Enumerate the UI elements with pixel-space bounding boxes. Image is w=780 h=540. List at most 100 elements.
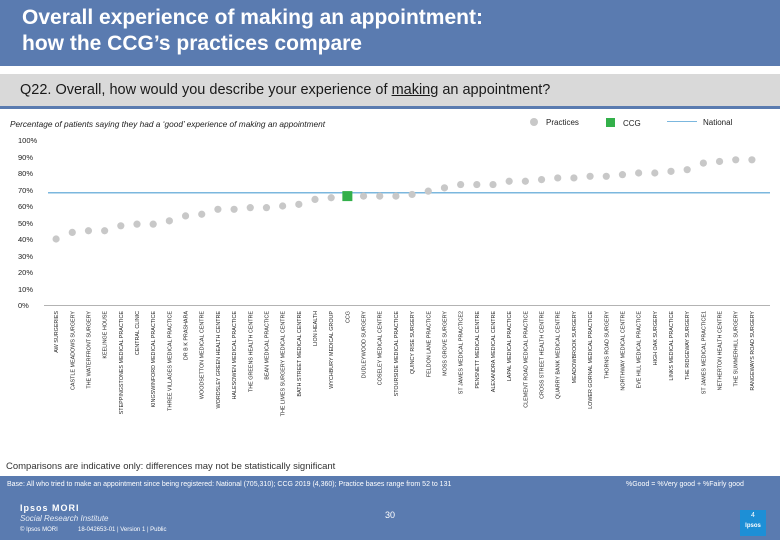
practice-point	[715, 157, 724, 166]
ccg-point	[342, 191, 353, 202]
legend-ccg-marker	[606, 118, 615, 127]
practice-point	[651, 169, 659, 177]
practice-point	[214, 205, 222, 213]
y-tick-label: 80%	[18, 169, 34, 178]
practice-point	[230, 205, 238, 213]
practice-point	[262, 204, 271, 212]
practice-point	[732, 156, 740, 164]
x-category-label: WYCHBURY MEDICAL GROUP	[329, 311, 335, 389]
legend-ccg-label: CCG	[623, 119, 641, 128]
x-category-label: PENSNETT MEDICAL CENTRE	[475, 311, 481, 389]
practice-point	[602, 172, 610, 180]
practice-point	[408, 190, 416, 199]
x-category-label: THE RIDGEWAY SURGERY	[685, 311, 691, 380]
ipsos-badge-word: Ipsos	[745, 523, 761, 529]
x-category-label: NETHERTON HEALTH CENTRE	[718, 311, 724, 391]
practice-point	[133, 220, 141, 228]
practice-point	[618, 171, 627, 179]
slide-title-line-1: Overall experience of making an appointm…	[22, 6, 483, 29]
footer: Ipsos MORI Social Research Institute © I…	[0, 496, 780, 540]
practice-point	[489, 180, 497, 189]
x-category-label: RANGEWAYS ROAD SURGERY	[750, 311, 756, 391]
x-category-label: STOURSIDE MEDICAL PRACTICE	[394, 311, 400, 397]
x-category-label: QUINCY RISE SURGERY	[410, 311, 416, 374]
ipsos-logo-badge: 4 Ipsos	[740, 510, 766, 536]
x-category-label: THE LIMES SURGERY MEDICAL CENTRE	[281, 311, 287, 417]
footnote: Comparisons are indicative only: differe…	[6, 461, 336, 472]
practice-point	[52, 235, 60, 243]
practice-point	[68, 228, 76, 236]
question-emphasis: making	[391, 82, 439, 98]
x-category-label: CLEMENT ROAD MEDICAL PRACTICE	[523, 311, 529, 408]
y-tick-label: 100%	[18, 136, 38, 145]
chart-plot: AW SURGERIES CASTLE MEADOWS SURGERY THE WA…	[44, 156, 770, 417]
y-tick-label: 20%	[18, 268, 34, 277]
practice-point	[181, 212, 190, 220]
x-category-label: THORNS ROAD SURGERY	[604, 311, 610, 379]
practice-point	[376, 192, 384, 200]
legend-practices-marker	[530, 118, 538, 126]
y-tick-label: 60%	[18, 202, 34, 211]
practice-point	[149, 220, 157, 228]
question-bar: Q22. Overall, how would you describe you…	[0, 74, 780, 109]
x-category-label: KINGSWINFORD MEDICAL PRACTICE	[151, 311, 157, 408]
practice-point	[505, 177, 513, 185]
practice-point	[295, 200, 303, 208]
practice-point	[246, 204, 254, 212]
x-category-label: THE SUMMERHILL SURGERY	[734, 311, 740, 387]
x-category-label: ST JAMES MEDICAL PRACTICE2	[459, 311, 465, 394]
question-text: Q22. Overall, how would you describe you…	[20, 82, 550, 98]
base-bar: Base: All who tried to make an appointme…	[0, 476, 780, 496]
practice-point	[279, 202, 287, 210]
job-reference: 18-042653-01 | Version 1 | Public	[78, 527, 167, 533]
x-category-label: KEELINGE HOUSE	[103, 311, 109, 359]
x-category-label: LION HEALTH	[313, 311, 319, 346]
practice-point	[683, 166, 691, 174]
logo-subtitle: Social Research Institute	[20, 514, 109, 523]
y-tick-label: 30%	[18, 252, 34, 261]
practice-point	[311, 195, 319, 203]
y-tick-label: 90%	[18, 153, 34, 162]
x-category-label: THE GREENS HEALTH CENTRE	[248, 311, 254, 392]
practice-point	[101, 227, 109, 235]
x-category-label: HALESOWEN MEDICAL PRACTICE	[232, 311, 238, 400]
legend-national: National	[667, 118, 732, 127]
practice-point	[667, 167, 675, 175]
practice-point	[424, 187, 432, 195]
x-category-label: WOODSETTON MEDICAL CENTRE	[200, 311, 206, 399]
base-text: Base: All who tried to make an appointme…	[7, 481, 452, 488]
x-category-label: STEPPINGSTONES MEDICAL PRACTICE	[119, 311, 125, 415]
legend-practices-label: Practices	[546, 118, 579, 127]
practice-point	[635, 169, 643, 177]
x-category-label: MOSS GROVE SURGERY	[443, 311, 449, 376]
practice-point	[699, 159, 707, 167]
x-category-label: HIGH OAK SURGERY	[653, 311, 659, 366]
x-category-label: ALEXANDRA MEDICAL CENTRE	[491, 311, 497, 393]
x-category-label: BEAN MEDICAL PRACTICE	[265, 311, 271, 380]
slide-title-line-2: how the CCG’s practices compare	[22, 32, 362, 55]
y-tick-label: 70%	[18, 186, 34, 195]
x-category-label: CCG	[345, 311, 351, 323]
x-category-label: NORTHWAY MEDICAL CENTRE	[621, 311, 627, 391]
x-category-label: MEADOWBROOK SURGERY	[572, 311, 578, 384]
x-category-label: COSELEY MEDICAL CENTRE	[378, 311, 384, 386]
question-prefix: Q22. Overall, how would you describe you…	[20, 82, 392, 98]
practice-point	[165, 217, 173, 225]
copyright: © Ipsos MORI	[20, 527, 58, 533]
y-tick-label: 0%	[18, 301, 29, 310]
ipsos-mori-logo: Ipsos MORI	[20, 503, 80, 513]
x-category-label: DUDLEYWOOD SURGERY	[362, 311, 368, 379]
x-category-label: LAPAL MEDICAL PRACTICE	[507, 311, 513, 382]
x-category-label: THREE VILLAGES MEDICAL PRACTICE	[167, 311, 173, 411]
x-category-label: CASTLE MEADOWS SURGERY	[70, 311, 76, 390]
slide-title: Overall experience of making an appointm…	[22, 5, 722, 57]
page-number: 30	[384, 510, 395, 520]
practice-point	[359, 192, 368, 200]
practice-point	[440, 184, 449, 192]
practice-point	[117, 222, 125, 230]
x-category-label: EVE HILL MEDICAL PRACTICE	[637, 311, 643, 389]
x-category-label: LINKS MEDICAL PRACTICE	[669, 311, 675, 381]
practice-point	[84, 227, 93, 235]
x-category-label: FELDON LANE PRACTICE	[426, 311, 432, 378]
header-banner: Overall experience of making an appointm…	[0, 0, 780, 66]
